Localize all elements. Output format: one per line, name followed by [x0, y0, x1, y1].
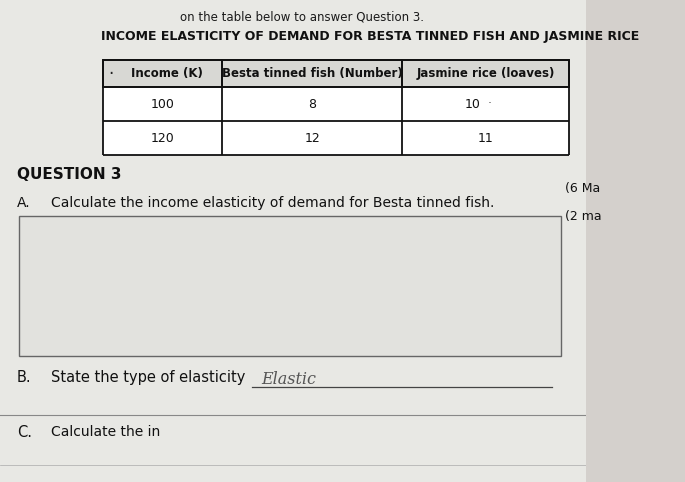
- Text: (6 Ma: (6 Ma: [564, 182, 600, 195]
- Text: Besta tinned fish (Number): Besta tinned fish (Number): [222, 67, 403, 80]
- Text: Jasmine rice (loaves): Jasmine rice (loaves): [416, 67, 555, 80]
- Text: State the type of elasticity: State the type of elasticity: [51, 370, 246, 385]
- Bar: [103, 60, 569, 87]
- Text: ·: ·: [488, 97, 492, 110]
- Text: Calculate the income elasticity of demand for Besta tinned fish.: Calculate the income elasticity of deman…: [51, 196, 495, 210]
- Text: B.: B.: [17, 370, 32, 385]
- Text: Income (K): Income (K): [131, 67, 203, 80]
- Bar: [103, 60, 569, 155]
- Text: 8: 8: [308, 97, 316, 110]
- Text: ·: ·: [109, 65, 114, 82]
- Text: 12: 12: [304, 132, 320, 145]
- Text: C.: C.: [17, 425, 32, 440]
- Text: (2 ma: (2 ma: [564, 210, 601, 223]
- Text: 10: 10: [465, 97, 481, 110]
- Text: 120: 120: [151, 132, 175, 145]
- Text: Calculate the in: Calculate the in: [51, 425, 160, 439]
- Text: 11: 11: [477, 132, 493, 145]
- Text: A.: A.: [17, 196, 31, 210]
- Text: on the table below to answer Question 3.: on the table below to answer Question 3.: [179, 10, 424, 23]
- Text: QUESTION 3: QUESTION 3: [17, 167, 122, 182]
- Bar: [18, 216, 560, 356]
- Text: INCOME ELASTICITY OF DEMAND FOR BESTA TINNED FISH AND JASMINE RICE: INCOME ELASTICITY OF DEMAND FOR BESTA TI…: [101, 30, 639, 43]
- Text: 100: 100: [151, 97, 175, 110]
- Text: Elastic: Elastic: [261, 371, 316, 388]
